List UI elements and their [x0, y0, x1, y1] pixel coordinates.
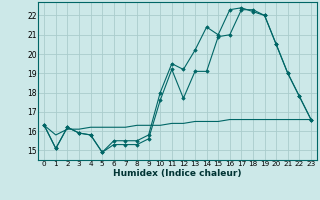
X-axis label: Humidex (Indice chaleur): Humidex (Indice chaleur) — [113, 169, 242, 178]
